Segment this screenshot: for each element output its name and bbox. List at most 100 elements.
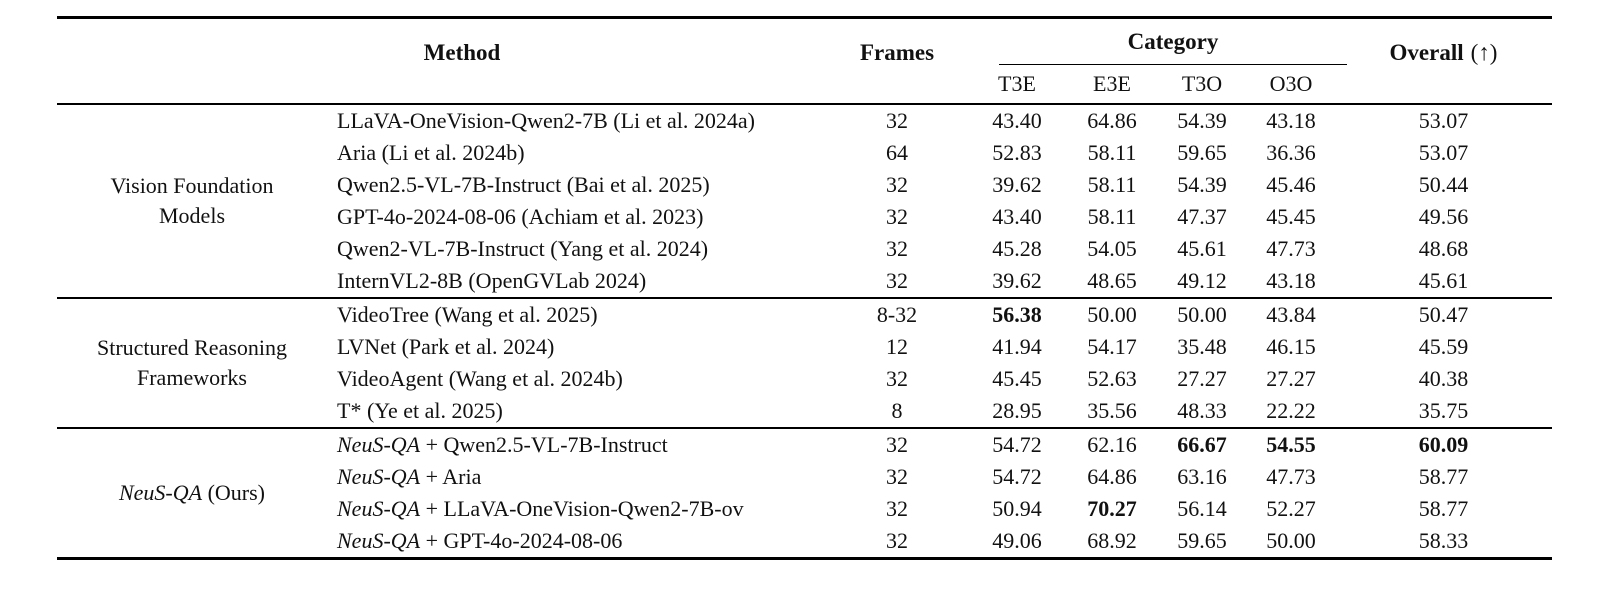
method-cell: LLaVA-OneVision-Qwen2-7B (Li et al. 2024… [327,105,827,137]
method-cell: NeuS-QA + Qwen2.5-VL-7B-Instruct [327,429,827,461]
category-header-group: Category T3E E3E T3O O3O [967,19,1347,103]
method-name: NeuS-QA [337,432,421,457]
method-name: + GPT-4o-2024-08-06 [420,528,623,553]
e3e-cell: 62.16 [1087,432,1137,457]
e3e-cell: 35.56 [1087,398,1137,423]
overall-cell: 58.77 [1418,496,1469,521]
overall-cell: 49.56 [1418,204,1469,229]
method-cell: GPT-4o-2024-08-06 (Achiam et al. 2023) [327,201,827,233]
method-cell: VideoAgent (Wang et al. 2024b) [327,363,827,395]
o3o-cell: 43.18 [1266,268,1316,293]
frames-cell: 8 [891,398,903,423]
table-body: Vision Foundation Models LLaVA-OneVision-Q… [57,105,1552,557]
t3o-cell: 27.27 [1177,366,1227,391]
overall-cell: 35.75 [1418,398,1469,423]
group-label-line: NeuS-QA (Ours) [119,478,265,508]
up-arrow-icon: (↑) [1470,40,1498,65]
category-col-t3o: T3O [1181,70,1223,96]
category-subheaders: T3E E3E T3O O3O [967,65,1335,102]
t3e-cell: 39.62 [992,268,1042,293]
method-name: VideoTree (Wang et al. 2025) [337,302,598,327]
method-cell: NeuS-QA + Aria [327,461,827,493]
o3o-cell: 54.55 [1266,432,1316,457]
t3e-cell: 43.40 [992,108,1042,133]
group-label-line: Structured Reasoning [97,333,287,363]
t3e-cell: 54.72 [992,464,1042,489]
overall-cell: 58.77 [1418,464,1469,489]
frames-cell: 32 [886,366,908,391]
method-cell: NeuS-QA + LLaVA-OneVision-Qwen2-7B-ov [327,493,827,525]
t3e-cell: 52.83 [992,140,1042,165]
overall-cell: 50.44 [1418,172,1469,197]
t3o-cell: 49.12 [1177,268,1227,293]
group-section: Vision Foundation Models LLaVA-OneVision-Q… [57,105,1552,297]
frames-cell: 32 [886,108,908,133]
method-name: Aria (Li et al. 2024b) [337,140,525,165]
group-label-text: Vision Foundation [110,173,274,198]
group-label-text: Frameworks [137,365,247,390]
method-name: NeuS-QA [337,464,421,489]
t3e-cell: 45.28 [992,236,1042,261]
e3e-cell: 54.17 [1087,334,1137,359]
group-label-text: (Ours) [202,480,266,505]
e3e-cell: 70.27 [1087,496,1137,521]
t3e-cell: 41.94 [992,334,1042,359]
frames-cell: 64 [886,140,908,165]
t3o-cell: 47.37 [1177,204,1227,229]
frames-cell: 32 [886,204,908,229]
overall-cell: 53.07 [1418,140,1469,165]
o3o-cell: 47.73 [1266,236,1316,261]
category-col-o3o: O3O [1269,70,1313,96]
e3e-cell: 52.63 [1087,366,1137,391]
group-label-text: NeuS-QA [118,480,203,505]
group-label: Structured Reasoning Frameworks [57,299,327,427]
overall-cell: 45.59 [1418,334,1469,359]
e3e-cell: 58.11 [1087,172,1137,197]
overall-cell: 50.47 [1418,302,1469,327]
overall-cell: 40.38 [1418,366,1469,391]
method-name: NeuS-QA [337,496,421,521]
e3e-cell: 58.11 [1087,140,1137,165]
t3e-cell: 49.06 [992,528,1042,553]
o3o-cell: 52.27 [1266,496,1316,521]
group-section: NeuS-QA (Ours) NeuS-QA + Qwen2.5-VL-7B-In… [57,427,1552,557]
t3e-cell: 56.38 [992,302,1042,327]
category-header: Category [999,19,1347,65]
o3o-cell: 27.27 [1266,366,1316,391]
overall-cell: 53.07 [1418,108,1469,133]
method-cell: Qwen2.5-VL-7B-Instruct (Bai et al. 2025) [327,169,827,201]
o3o-cell: 43.84 [1266,302,1316,327]
method-name: LLaVA-OneVision-Qwen2-7B (Li et al. 2024… [337,108,755,133]
frames-cell: 32 [886,528,908,553]
e3e-cell: 48.65 [1087,268,1137,293]
group-label: Vision Foundation Models [57,105,327,297]
method-name: + LLaVA-OneVision-Qwen2-7B-ov [420,496,744,521]
method-name: T* (Ye et al. 2025) [337,398,503,423]
frames-cell: 32 [886,464,908,489]
method-cell: Aria (Li et al. 2024b) [327,137,827,169]
t3o-cell: 54.39 [1177,108,1227,133]
e3e-cell: 58.11 [1087,204,1137,229]
method-name: Qwen2-VL-7B-Instruct (Yang et al. 2024) [337,236,709,261]
method-name: + Aria [420,464,482,489]
group-label-text: Models [159,203,225,228]
method-cell: NeuS-QA + GPT-4o-2024-08-06 [327,525,827,557]
group-label-line: Frameworks [137,363,247,393]
table-header: Method Frames Category T3E E3E T3O O3O Over… [57,19,1552,105]
t3o-cell: 48.33 [1177,398,1227,423]
method-name: + Qwen2.5-VL-7B-Instruct [420,432,668,457]
e3e-cell: 68.92 [1087,528,1137,553]
t3o-cell: 35.48 [1177,334,1227,359]
t3e-cell: 54.72 [992,432,1042,457]
frames-cell: 32 [886,496,908,521]
method-cell: Qwen2-VL-7B-Instruct (Yang et al. 2024) [327,233,827,265]
t3e-cell: 50.94 [992,496,1042,521]
t3o-cell: 56.14 [1177,496,1227,521]
group-label-line: Vision Foundation [110,171,273,201]
t3o-cell: 59.65 [1177,528,1227,553]
t3o-cell: 66.67 [1177,432,1227,457]
method-name: GPT-4o-2024-08-06 (Achiam et al. 2023) [337,204,704,229]
t3o-cell: 50.00 [1177,302,1227,327]
o3o-cell: 46.15 [1266,334,1316,359]
o3o-cell: 45.45 [1266,204,1316,229]
